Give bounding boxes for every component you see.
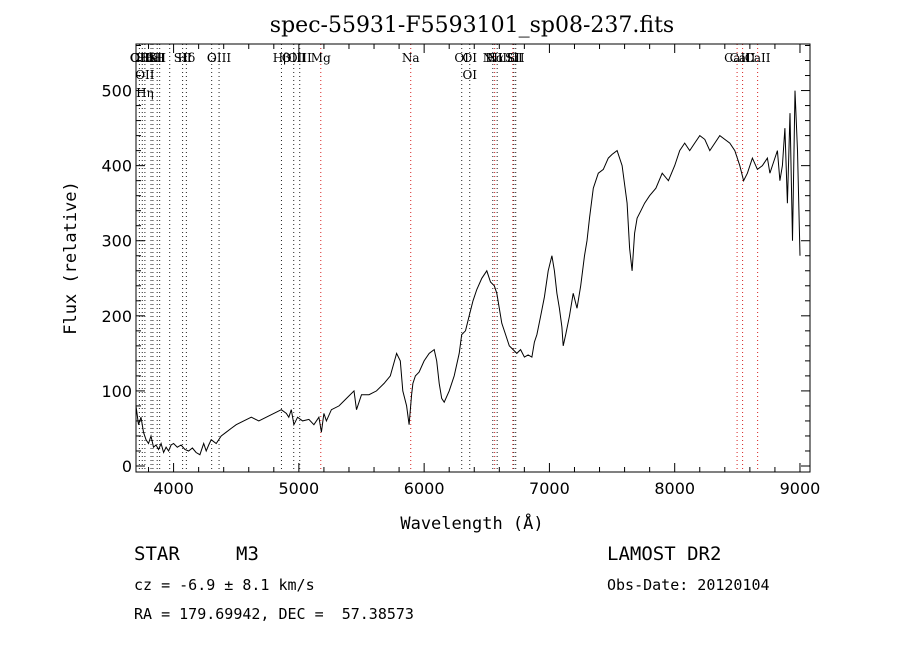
spectral-line-label: OII [135, 68, 155, 82]
y-tick-label: 300 [101, 232, 132, 251]
x-tick-label: 6000 [404, 479, 445, 498]
spectral-line-label: Mg [311, 51, 331, 65]
spectral-line-label: CaII [745, 51, 771, 65]
x-tick-label: 8000 [654, 479, 695, 498]
spectral-line-label: OIII [288, 51, 312, 65]
line-markers [139, 44, 757, 472]
y-axis-label: Flux (relative) [61, 181, 81, 335]
chart-title: spec-55931-F5593101_sp08-237.fits [270, 13, 674, 38]
coordinates-text: RA = 179.69942, DEC = 57.38573 [134, 605, 414, 623]
y-tick-label: 500 [101, 82, 132, 101]
spectral-line-label: Na [402, 51, 420, 65]
spectral-line-label: OI [462, 68, 477, 82]
spectral-line-label: H [154, 51, 164, 65]
line-labels: OIIOIIIHθOIIHηHeIKSIIHSIIHδGOIIIHβOIIIOI… [130, 51, 771, 100]
object-class: STAR [134, 543, 180, 565]
x-tick-label: 9000 [780, 479, 821, 498]
x-tick-label: 7000 [529, 479, 570, 498]
y-tick-label: 400 [101, 157, 132, 176]
spectral-line-label: OI [462, 51, 477, 65]
object-subclass: M3 [236, 543, 259, 565]
spectral-line-label: Hδ [178, 51, 196, 65]
x-axis-label: Wavelength (Å) [400, 512, 543, 534]
y-tick-label: 200 [101, 307, 132, 326]
y-tick-label: 0 [122, 457, 132, 476]
plot-frame [136, 44, 810, 472]
y-tick-label: 100 [101, 382, 132, 401]
redshift-text: cz = -6.9 ± 8.1 km/s [134, 576, 315, 594]
x-tick-label: 5000 [279, 479, 320, 498]
flux-series-line [136, 91, 800, 455]
spectral-line-label: OIII [207, 51, 231, 65]
x-tick-label: 4000 [153, 479, 194, 498]
survey-name: LAMOST DR2 [607, 543, 721, 565]
obs-date-text: Obs-Date: 20120104 [607, 576, 770, 594]
spectral-line-label: SII [507, 51, 525, 65]
spectral-line-label: Hη [136, 86, 154, 100]
axis-ticks: 4000 5000 6000 7000 8000 9000 0 100 200 300 400 500 [101, 44, 820, 498]
